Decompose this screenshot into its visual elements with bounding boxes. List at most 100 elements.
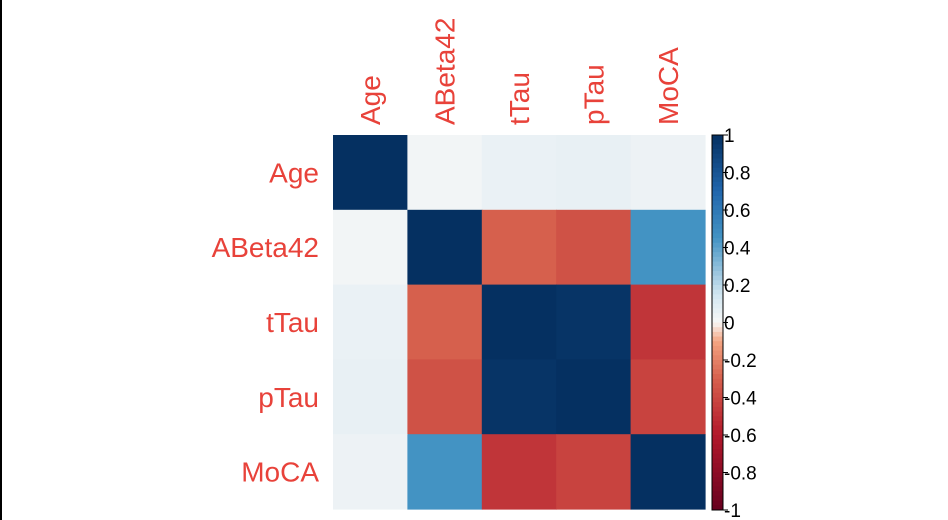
colorbar-segment xyxy=(712,364,723,370)
colorbar-segment xyxy=(712,299,723,305)
heatmap-cell-moca-ptau xyxy=(556,434,632,510)
heatmap-cell-abeta42-abeta42 xyxy=(407,209,483,286)
colorbar-segment xyxy=(712,397,723,403)
column-labels: Age ABeta42 tTau pTau MoCA xyxy=(355,18,684,125)
colorbar-segment xyxy=(712,228,723,234)
colorbar-segment xyxy=(712,214,723,220)
colorbar-segment xyxy=(712,200,723,206)
colorbar-segment xyxy=(712,186,723,192)
colorbar-segment xyxy=(712,177,723,183)
colorbar-segment xyxy=(712,285,723,291)
colorbar-segment xyxy=(712,439,723,445)
colorbar-segment xyxy=(712,238,723,244)
heatmap-cell-moca-abeta42 xyxy=(407,434,483,510)
colorbar-segment xyxy=(712,444,723,450)
colorbar-segment xyxy=(712,336,723,342)
colorbar-segment xyxy=(712,435,723,441)
colorbar-segment xyxy=(712,275,723,281)
colorbar-segment xyxy=(712,158,723,164)
heatmap-cell-abeta42-moca xyxy=(630,209,706,286)
heatmap-cells xyxy=(333,135,706,510)
heatmap-cell-abeta42-ttau xyxy=(481,209,557,286)
heatmap-cell-moca-age xyxy=(333,434,408,510)
colorbar-segment xyxy=(712,181,723,188)
colorbar-tick-label: 0.4 xyxy=(724,239,751,260)
heatmap-cell-ttau-ttau xyxy=(481,284,557,360)
colorbar-segment xyxy=(712,495,723,502)
colorbar-segment xyxy=(712,458,723,464)
colorbar-segment xyxy=(712,392,723,398)
colorbar-segment xyxy=(712,505,723,511)
colorbar-segment xyxy=(712,303,723,309)
colorbar-segment xyxy=(712,247,723,253)
heatmap-cell-moca-ttau xyxy=(481,434,557,510)
column-label-age: Age xyxy=(355,75,386,125)
heatmap-cell-abeta42-ptau xyxy=(556,209,632,286)
colorbar: 1 0.8 0.6 0.4 0.2 0 -0.2 -0.4 -0.6 -0.8 -1 xyxy=(711,126,757,520)
colorbar-segment xyxy=(712,402,723,408)
colorbar-segment xyxy=(712,224,723,230)
colorbar-segment xyxy=(712,317,723,323)
colorbar-tick-label: -1 xyxy=(724,501,741,520)
colorbar-segment xyxy=(712,463,723,469)
colorbar-segment xyxy=(712,153,723,159)
column-label-abeta42: ABeta42 xyxy=(430,18,461,125)
colorbar-segment xyxy=(712,500,723,506)
colorbar-segment xyxy=(712,195,723,202)
colorbar-segment xyxy=(712,163,723,169)
colorbar-segment xyxy=(712,486,723,492)
colorbar-segment xyxy=(712,135,723,141)
row-label-ptau: pTau xyxy=(258,382,319,413)
heatmap-cell-age-abeta42 xyxy=(407,135,483,211)
colorbar-segment xyxy=(712,219,723,225)
colorbar-segment xyxy=(712,388,723,394)
colorbar-segment xyxy=(712,383,723,389)
colorbar-segment xyxy=(712,378,723,384)
column-label-ptau: pTau xyxy=(578,64,609,125)
colorbar-tick-label: 0.6 xyxy=(724,201,750,222)
row-label-abeta42: ABeta42 xyxy=(212,232,319,263)
colorbar-segment xyxy=(712,191,723,197)
colorbar-tick-label: 0.2 xyxy=(724,276,750,297)
colorbar-segment xyxy=(712,453,723,459)
colorbar-tick-label: -0.8 xyxy=(724,464,757,485)
colorbar-segment xyxy=(712,355,723,361)
colorbar-segment xyxy=(712,313,723,319)
colorbar-segment xyxy=(712,491,723,497)
heatmap-cell-abeta42-age xyxy=(333,209,408,286)
colorbar-segment xyxy=(712,270,723,277)
colorbar-segment xyxy=(712,481,723,488)
heatmap-cell-ptau-ttau xyxy=(481,359,557,435)
colorbar-segment xyxy=(712,256,723,263)
colorbar-segment xyxy=(712,327,723,333)
row-label-moca: MoCA xyxy=(241,457,319,488)
colorbar-segment xyxy=(712,360,723,366)
colorbar-segment xyxy=(712,420,723,427)
colorbar-segment xyxy=(712,341,723,347)
row-label-age: Age xyxy=(269,157,319,188)
colorbar-tick-label: -0.2 xyxy=(724,351,757,372)
heatmap-cell-ttau-age xyxy=(333,284,408,360)
colorbar-tick-label: -0.4 xyxy=(724,389,757,410)
colorbar-segment xyxy=(712,369,723,375)
colorbar-segment xyxy=(712,430,723,436)
colorbar-segment xyxy=(712,467,723,473)
heatmap-cell-ptau-ptau xyxy=(556,359,632,435)
colorbar-segment xyxy=(712,472,723,478)
heatmap-cell-ttau-abeta42 xyxy=(407,284,483,360)
colorbar-segment xyxy=(712,477,723,483)
colorbar-segment xyxy=(712,411,723,417)
heatmap-cell-age-ttau xyxy=(481,135,557,211)
colorbar-segment xyxy=(712,266,723,272)
colorbar-segment xyxy=(712,261,723,267)
colorbar-segment xyxy=(712,205,723,211)
colorbar-segment xyxy=(712,308,723,314)
heatmap-cell-ptau-abeta42 xyxy=(407,359,483,435)
colorbar-segment xyxy=(712,425,723,431)
colorbar-segment xyxy=(712,345,723,352)
colorbar-segment xyxy=(712,322,723,328)
colorbar-segment xyxy=(712,242,723,248)
colorbar-segment xyxy=(712,406,723,413)
colorbar-segment xyxy=(712,416,723,422)
colorbar-tick-label: 1 xyxy=(724,126,735,147)
